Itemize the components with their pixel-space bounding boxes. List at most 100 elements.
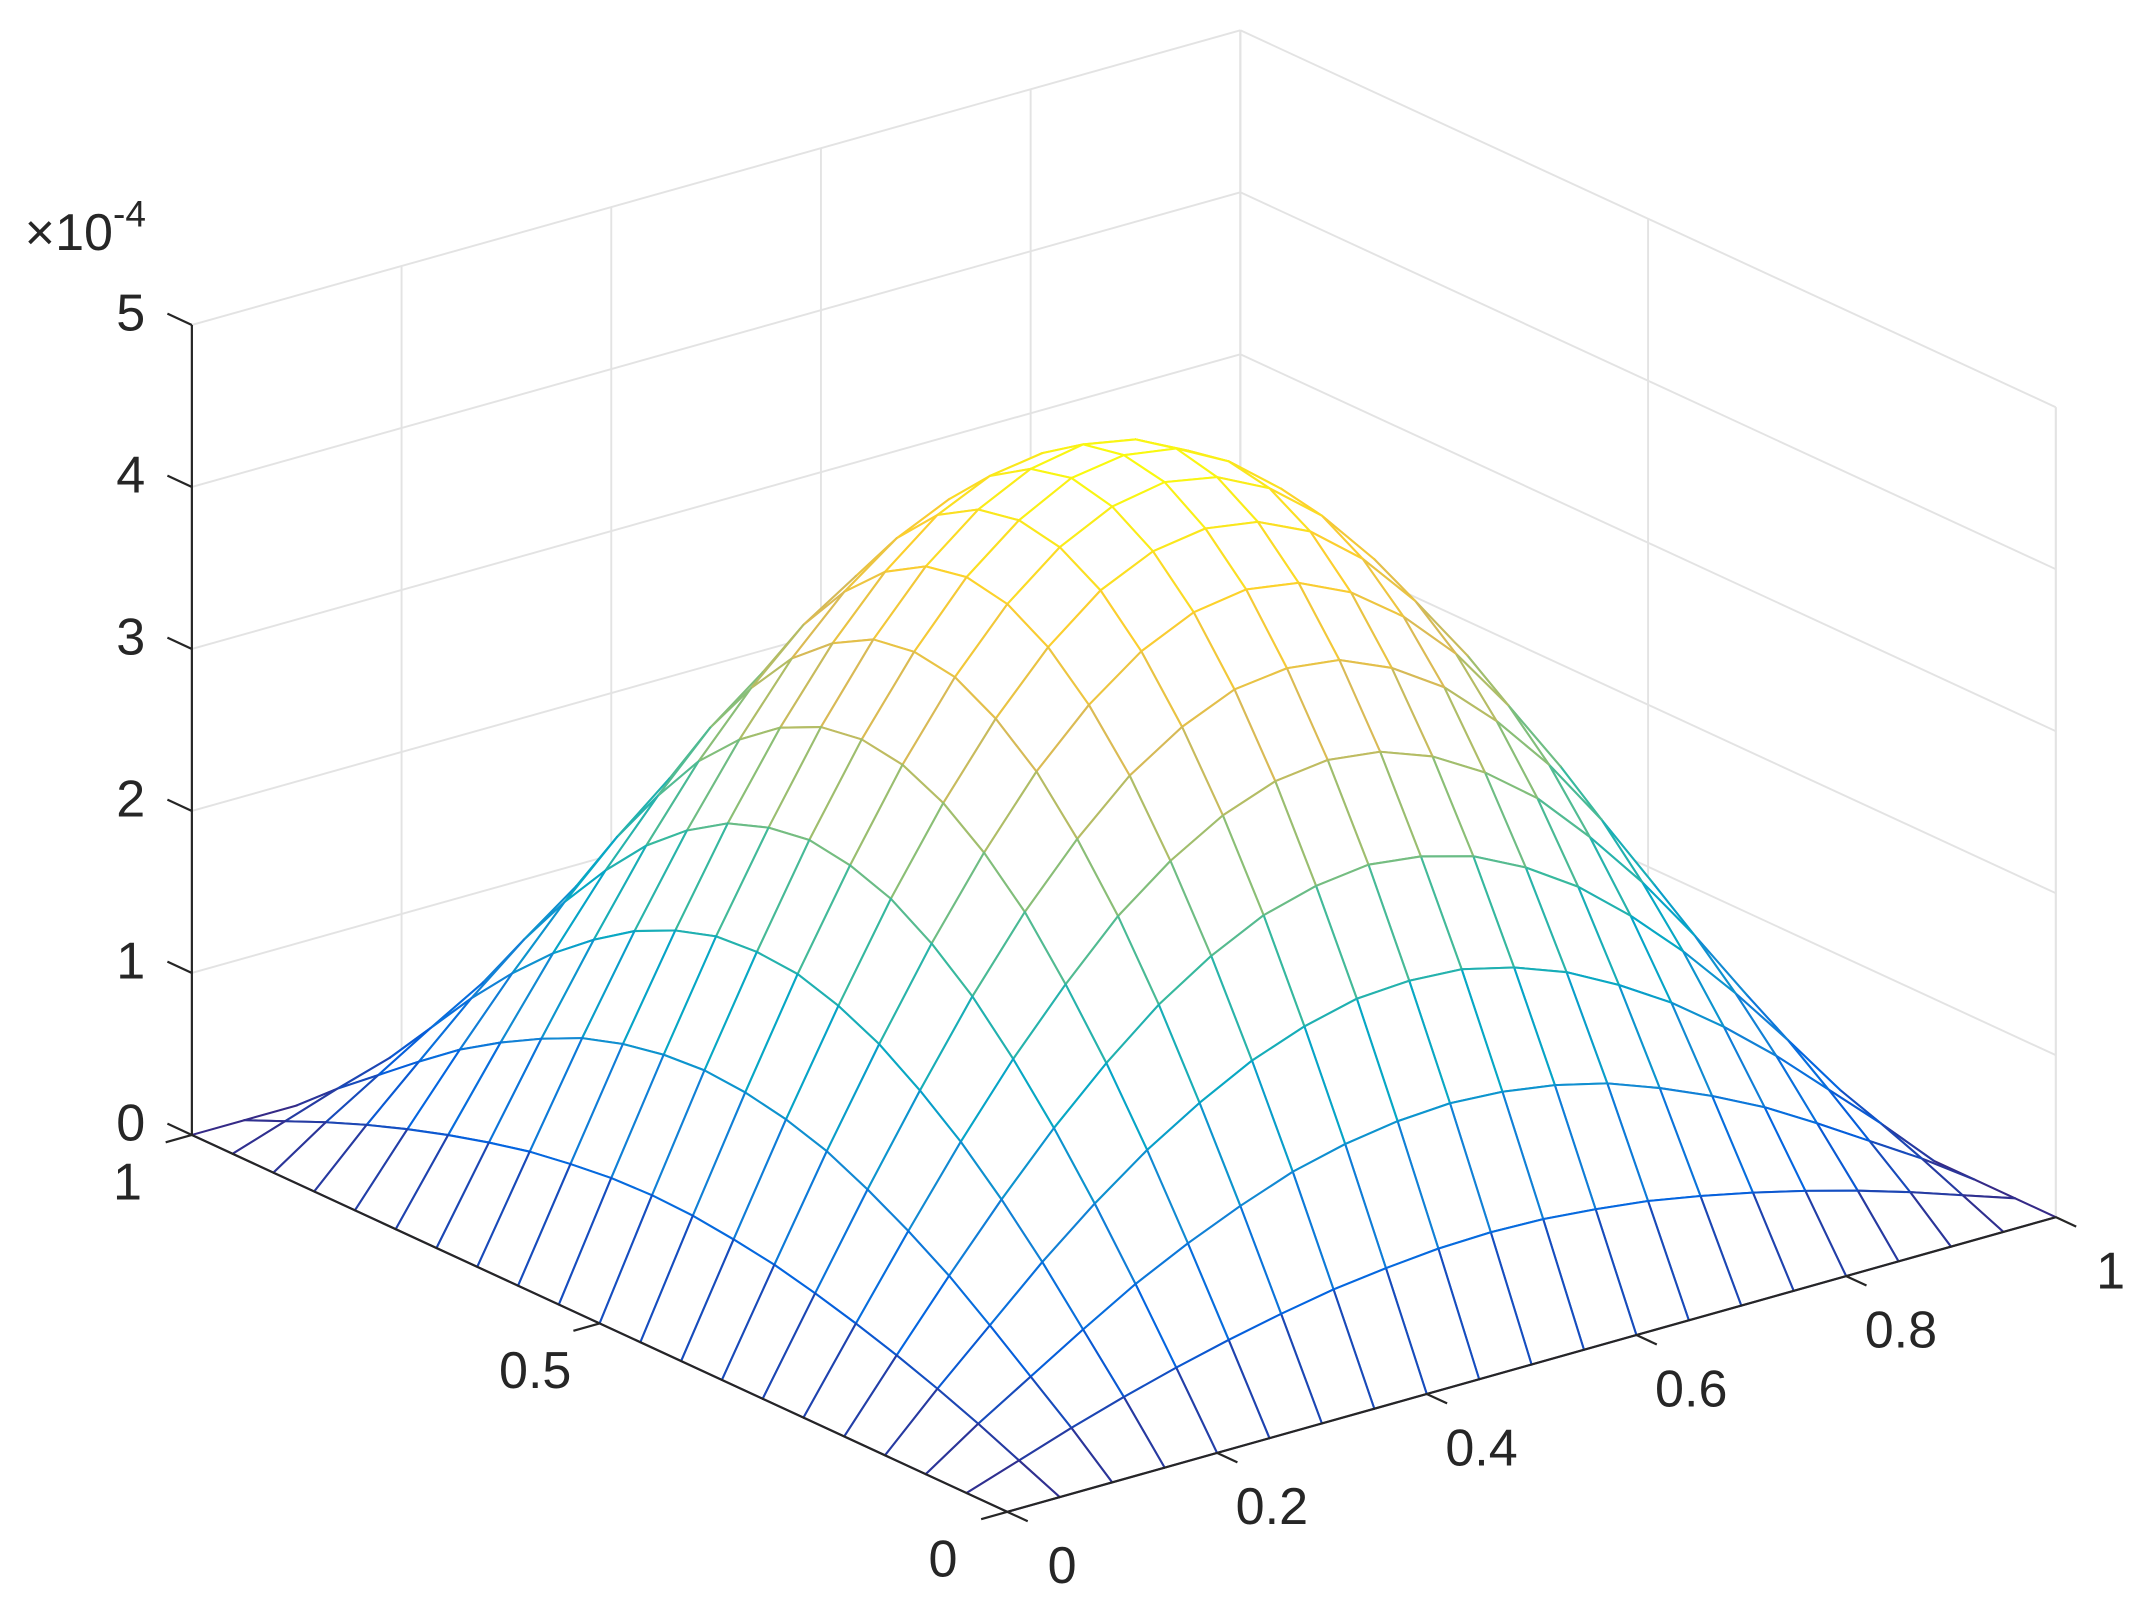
mesh-face [500,939,594,1043]
mesh-edge [1023,910,1067,986]
mesh-edge [1355,997,1399,1123]
mesh-edge [551,869,607,955]
mesh-edge [814,1188,869,1295]
mesh-face [1549,764,1643,883]
mesh-edge [1711,1094,1766,1109]
mesh-edge [691,1091,747,1217]
mesh-face [1251,1026,1346,1172]
mesh-edge [1746,994,1789,1042]
mesh-face [943,718,1037,853]
mesh-edge [866,1089,921,1191]
mesh-edge [1437,1247,1481,1381]
mesh-edge [540,938,595,1040]
mesh-edge [1775,1054,1830,1091]
mesh-edge [1909,1191,1964,1197]
mesh-face [1671,1002,1765,1108]
mesh-edge [1221,780,1277,817]
mesh-edge [435,1141,490,1250]
mesh-face [908,1141,1002,1276]
mesh-edge [994,646,1050,720]
mesh-edge [1326,750,1382,762]
mesh-edge [691,1214,735,1241]
mesh-edge [808,839,852,867]
mesh-edge [1070,454,1125,480]
mesh-face [1030,444,1124,479]
mesh-edge [1390,666,1434,758]
mesh-edge [1379,750,1434,758]
mesh-face [756,840,851,975]
mesh-edge [1175,1338,1230,1369]
mesh-edge [1192,611,1236,691]
mesh-edge [709,687,753,729]
mesh-face [1385,1248,1480,1394]
mesh-face [1321,515,1416,601]
mesh-face [1129,726,1223,861]
mesh-face [1112,482,1206,552]
z-tick [166,636,193,650]
mesh-face [1211,915,1305,1061]
mesh-face [1182,689,1276,816]
mesh-edge [1419,855,1463,971]
mesh-edge [1233,688,1277,783]
mesh-edge [1175,447,1219,479]
mesh-edge [1751,1189,1807,1194]
mesh-edge [1058,505,1114,549]
mesh-face [681,1239,775,1380]
mesh-face [1071,1396,1165,1483]
mesh-face [477,1151,571,1286]
mesh-face [1683,951,1777,1056]
mesh-edge [843,570,887,593]
mesh-face [931,852,1025,997]
grid-line [1239,191,2057,571]
mesh-face [780,639,874,728]
mesh-edge [1245,588,1288,670]
mesh-edge [1973,1178,2017,1200]
mesh-face [378,998,472,1076]
mesh-face [972,912,1066,1059]
mesh-edge [1460,966,1516,971]
mesh-edge [1064,983,1108,1065]
mesh-face [1659,1088,1753,1197]
mesh-edge [924,508,980,568]
mesh-edge [1122,1366,1178,1398]
mesh-edge [1670,1001,1725,1028]
mesh-face [1135,1243,1229,1368]
mesh-face [1141,612,1235,727]
mesh-edge [854,1322,898,1357]
mesh-edge [872,565,927,641]
mesh-edge [988,452,1044,477]
mesh-edge [499,1037,543,1044]
mesh-face [1566,972,1660,1089]
mesh-edge [860,738,904,766]
mesh-edge [907,1229,951,1277]
mesh-edge [1280,1288,1335,1315]
mesh-face [582,930,676,1045]
mesh-face [1065,916,1159,1064]
mesh-edge [1693,934,1749,997]
mesh-edge [1652,883,1696,937]
mesh-face [1630,915,1724,1027]
mesh-face [739,643,833,740]
mesh-edge [1256,520,1300,584]
mesh-edge [907,1140,962,1233]
mesh-face [995,647,1089,772]
mesh-edge [528,1037,584,1153]
mesh-edge [1722,1025,1778,1057]
mesh-edge [540,1037,584,1040]
mesh-face [1327,751,1421,865]
mesh-edge [843,537,898,593]
mesh-edge [1082,1282,1137,1331]
mesh-face [745,974,839,1120]
mesh-face [1514,967,1608,1086]
mesh-edge [487,1037,543,1144]
mesh-face [850,764,944,899]
mesh-face [1036,704,1130,839]
x-tick-label: 1 [2096,1242,2125,1300]
mesh-edge [633,829,689,933]
mesh-face [640,1215,734,1362]
mesh-face [459,953,554,1050]
mesh-edge [1140,611,1195,653]
mesh-face [1176,448,1270,489]
